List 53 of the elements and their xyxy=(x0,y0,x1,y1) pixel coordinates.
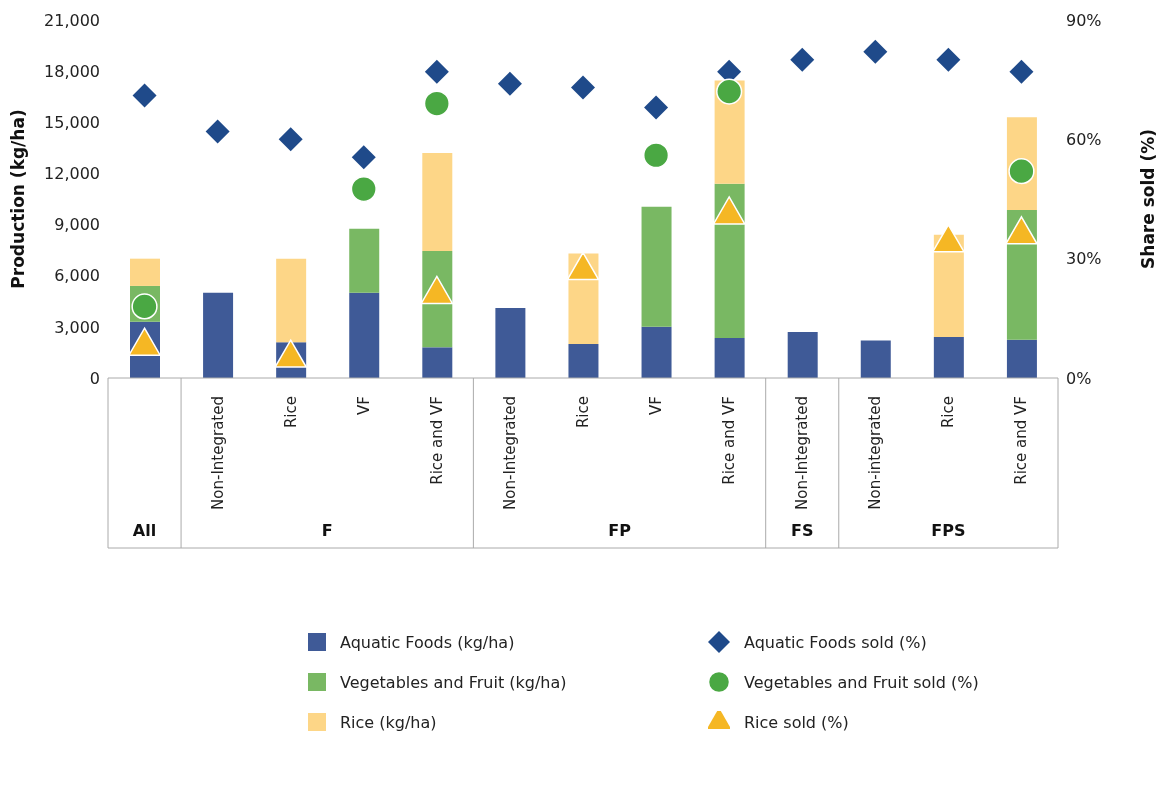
bar xyxy=(1006,339,1037,378)
legend-label: Aquatic Foods sold (%) xyxy=(744,632,927,652)
legend-label: Vegetables and Fruit sold (%) xyxy=(744,672,979,692)
y-tick-label: 15,000 xyxy=(44,112,100,132)
x-tick-label: Non-Integrated xyxy=(500,396,519,510)
bar xyxy=(641,206,672,327)
y-tick-label: 21,000 xyxy=(44,10,100,30)
y2-axis-title: Share sold (%) xyxy=(1138,129,1159,269)
bar xyxy=(495,308,526,378)
bar xyxy=(130,258,160,286)
y-tick-label: 3,000 xyxy=(54,317,100,337)
bar xyxy=(714,337,745,378)
bar xyxy=(203,292,234,378)
y2-tick-label: 60% xyxy=(1066,130,1102,150)
y-tick-label: 9,000 xyxy=(54,215,100,235)
y-axis-title: Production (kg/ha) xyxy=(8,109,29,289)
legend-label: Aquatic Foods (kg/ha) xyxy=(340,632,515,652)
bar xyxy=(787,331,818,378)
x-tick-label: Non-integrated xyxy=(866,396,885,510)
text: FPS xyxy=(931,521,966,540)
bar xyxy=(933,337,964,378)
y-tick-label: 0 xyxy=(89,368,100,388)
y-tick-label: 6,000 xyxy=(54,266,100,286)
x-tick-label: Non-Integrated xyxy=(208,396,227,510)
y-tick-label: 12,000 xyxy=(44,164,100,184)
y-tick-label: 18,000 xyxy=(44,61,100,81)
x-tick-label: VF xyxy=(647,396,666,415)
x-tick-label: Rice and VF xyxy=(427,396,446,485)
x-tick-label: Rice xyxy=(281,396,300,429)
bar xyxy=(860,340,891,378)
x-tick-label: Rice and VF xyxy=(1012,396,1031,485)
bar xyxy=(349,228,380,293)
x-tick-label: VF xyxy=(354,396,373,415)
text: All xyxy=(132,521,157,540)
bar xyxy=(422,347,453,378)
legend-label: Vegetables and Fruit (kg/ha) xyxy=(340,672,567,692)
text: F xyxy=(321,521,333,540)
bar xyxy=(349,292,380,378)
x-tick-label: Rice xyxy=(574,396,592,429)
bar xyxy=(422,152,453,251)
bar xyxy=(568,343,599,378)
x-tick-label: Rice xyxy=(939,396,958,429)
legend-label: Rice sold (%) xyxy=(744,712,849,732)
y2-tick-label: 0% xyxy=(1066,368,1092,388)
bar xyxy=(276,258,307,343)
x-tick-label: Rice and VF xyxy=(720,396,739,485)
legend-label: Rice (kg/ha) xyxy=(340,712,437,732)
y2-tick-label: 30% xyxy=(1066,249,1102,269)
y2-tick-label: 90% xyxy=(1066,10,1102,30)
bar xyxy=(641,326,672,378)
text: FP xyxy=(608,521,632,540)
x-tick-label: Non-Integrated xyxy=(793,396,812,510)
text: FS xyxy=(791,521,814,540)
